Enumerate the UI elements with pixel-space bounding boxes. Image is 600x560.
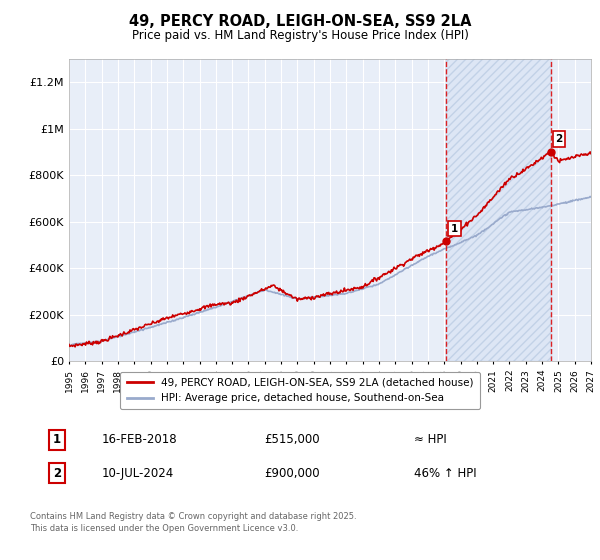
Text: 1: 1 (53, 433, 61, 446)
Text: £900,000: £900,000 (264, 466, 320, 480)
Text: ≈ HPI: ≈ HPI (414, 433, 447, 446)
Text: 2: 2 (53, 466, 61, 480)
Text: Price paid vs. HM Land Registry's House Price Index (HPI): Price paid vs. HM Land Registry's House … (131, 29, 469, 42)
Text: 16-FEB-2018: 16-FEB-2018 (102, 433, 178, 446)
Text: 46% ↑ HPI: 46% ↑ HPI (414, 466, 476, 480)
Legend: 49, PERCY ROAD, LEIGH-ON-SEA, SS9 2LA (detached house), HPI: Average price, deta: 49, PERCY ROAD, LEIGH-ON-SEA, SS9 2LA (d… (121, 372, 479, 409)
Text: 49, PERCY ROAD, LEIGH-ON-SEA, SS9 2LA: 49, PERCY ROAD, LEIGH-ON-SEA, SS9 2LA (129, 14, 471, 29)
Text: 10-JUL-2024: 10-JUL-2024 (102, 466, 174, 480)
Text: Contains HM Land Registry data © Crown copyright and database right 2025.
This d: Contains HM Land Registry data © Crown c… (30, 512, 356, 533)
Text: £515,000: £515,000 (264, 433, 320, 446)
Text: 1: 1 (451, 223, 458, 234)
Bar (446, 59, 551, 361)
Text: 2: 2 (555, 134, 562, 144)
Bar (446, 59, 551, 361)
